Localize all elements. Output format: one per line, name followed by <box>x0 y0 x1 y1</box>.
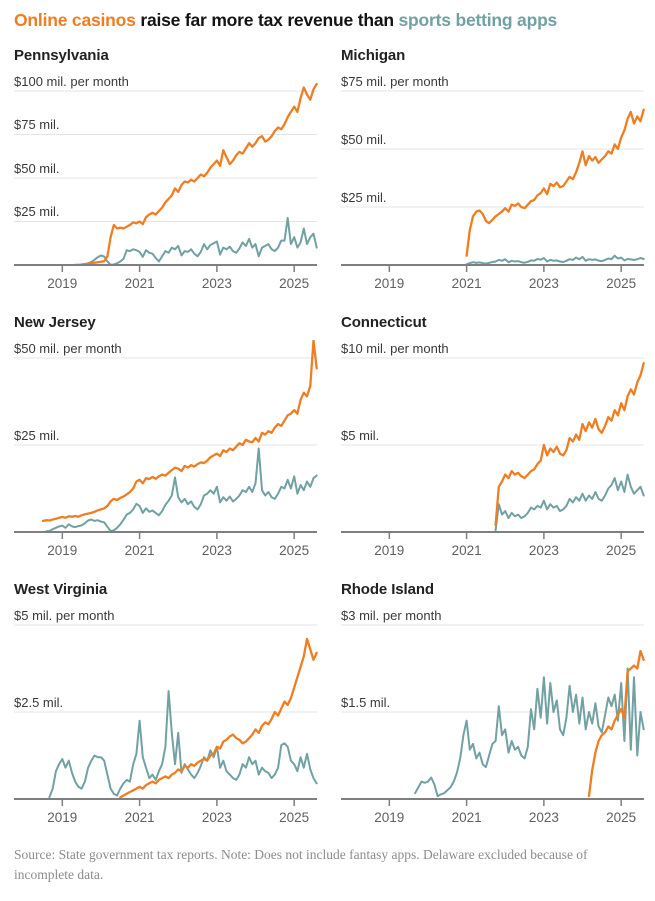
x-tick-label: 2023 <box>529 276 559 291</box>
chart-panel-connecticut: Connecticut 2019 2021 2023 2025 $10 mil. per… <box>341 314 646 564</box>
x-tick-label: 2025 <box>279 276 309 291</box>
y-axis-label: $5 mil. per month <box>14 608 120 623</box>
x-tick-label: 2023 <box>529 543 559 558</box>
y-axis-label: $50 mil. <box>341 132 392 147</box>
casino-line <box>119 637 318 799</box>
sports-line <box>465 254 645 266</box>
state-title: Rhode Island <box>341 581 434 598</box>
x-tick-label: 2025 <box>279 810 309 825</box>
state-title: Pennsylvania <box>14 47 109 64</box>
chart-svg: 2019 2021 2023 2025 <box>341 90 645 291</box>
state-title: Connecticut <box>341 314 427 331</box>
state-title: Michigan <box>341 47 406 64</box>
line-chart: 2019 2021 2023 2025 $50 mil. per month $25 mi… <box>14 340 319 564</box>
chart-svg: 2019 2021 2023 2025 <box>14 624 318 825</box>
chart-panel-michigan: Michigan 2019 2021 2023 2025 $75 mil. per mo… <box>341 47 646 297</box>
casino-line <box>494 362 645 527</box>
y-axis-label: $25 mil. <box>14 428 65 443</box>
sports-line <box>414 667 645 798</box>
x-tick-label: 2019 <box>47 276 77 291</box>
x-tick-label: 2023 <box>202 276 232 291</box>
title-highlight-sports-betting: sports betting apps <box>398 10 558 30</box>
chart-panel-west-virginia: West Virginia 2019 2021 2023 2025 $5 mil. pe… <box>14 581 319 831</box>
state-title: New Jersey <box>14 314 96 331</box>
x-tick-label: 2019 <box>374 810 404 825</box>
y-axis-label: $10 mil. per month <box>341 341 454 356</box>
x-tick-label: 2025 <box>606 276 636 291</box>
x-tick-label: 2019 <box>374 543 404 558</box>
y-axis-label: $1.5 mil. <box>341 695 396 710</box>
x-tick-label: 2025 <box>606 810 636 825</box>
y-axis-label: $75 mil. per month <box>341 74 454 89</box>
state-title: West Virginia <box>14 581 108 598</box>
line-chart: 2019 2021 2023 2025 $5 mil. per month $2.5 mi… <box>14 607 319 831</box>
y-axis-label: $2.5 mil. <box>14 695 69 710</box>
sports-line <box>48 690 318 799</box>
casino-line <box>587 649 645 798</box>
page-title: Online casinos raise far more tax revenu… <box>14 10 641 31</box>
chart-svg: 2019 2021 2023 2025 <box>14 82 318 291</box>
y-axis-label: $50 mil. per month <box>14 341 127 356</box>
chart-panel-new-jersey: New Jersey 2019 2021 2023 2025 $50 mil. per … <box>14 314 319 564</box>
x-tick-label: 2021 <box>452 810 482 825</box>
sports-line <box>494 473 645 532</box>
y-axis-label: $100 mil. per month <box>14 74 134 89</box>
casino-line <box>80 82 318 266</box>
line-chart: 2019 2021 2023 2025 $3 mil. per month $1.5 mi… <box>341 607 646 831</box>
source-note: Source: State government tax reports. No… <box>14 847 588 882</box>
chart-svg: 2019 2021 2023 2025 <box>341 357 645 558</box>
x-tick-label: 2021 <box>125 810 155 825</box>
y-axis-label: $75 mil. <box>14 117 65 133</box>
x-tick-label: 2019 <box>374 276 404 291</box>
x-tick-label: 2021 <box>125 543 155 558</box>
x-tick-label: 2021 <box>452 276 482 291</box>
chart-grid: Pennsylvania 2019 2021 2023 2025 $100 mil. p… <box>14 47 645 831</box>
line-chart: 2019 2021 2023 2025 $100 mil. per month $75 m… <box>14 73 319 297</box>
x-tick-label: 2023 <box>202 810 232 825</box>
title-highlight-online-casinos: Online casinos <box>14 10 136 30</box>
y-axis-label: $25 mil. <box>341 190 392 205</box>
x-tick-label: 2019 <box>47 543 77 558</box>
x-tick-label: 2021 <box>125 276 155 291</box>
line-chart: 2019 2021 2023 2025 $10 mil. per month $5 mil… <box>341 340 646 564</box>
y-axis-label: $50 mil. <box>14 161 65 176</box>
chart-panel-rhode-island: Rhode Island 2019 2021 2023 2025 $3 mil. per… <box>341 581 646 831</box>
chart-svg: 2019 2021 2023 2025 <box>14 340 318 558</box>
y-axis-label: $3 mil. per month <box>341 608 447 623</box>
casino-line <box>41 340 318 523</box>
line-chart: 2019 2021 2023 2025 $75 mil. per month $50 mi… <box>341 73 646 297</box>
y-axis-label: $25 mil. <box>14 204 65 220</box>
casino-line <box>465 108 645 257</box>
y-axis-label: $5 mil. <box>341 428 385 443</box>
x-tick-label: 2019 <box>47 810 77 825</box>
sports-line <box>45 447 318 533</box>
x-tick-label: 2023 <box>202 543 232 558</box>
x-tick-label: 2025 <box>279 543 309 558</box>
chart-panel-pennsylvania: Pennsylvania 2019 2021 2023 2025 $100 mil. p… <box>14 47 319 297</box>
x-tick-label: 2023 <box>529 810 559 825</box>
sports-line <box>74 217 318 266</box>
chart-svg: 2019 2021 2023 2025 <box>341 624 645 825</box>
x-tick-label: 2025 <box>606 543 636 558</box>
x-tick-label: 2021 <box>452 543 482 558</box>
title-middle-text: raise far more tax revenue than <box>135 10 399 30</box>
